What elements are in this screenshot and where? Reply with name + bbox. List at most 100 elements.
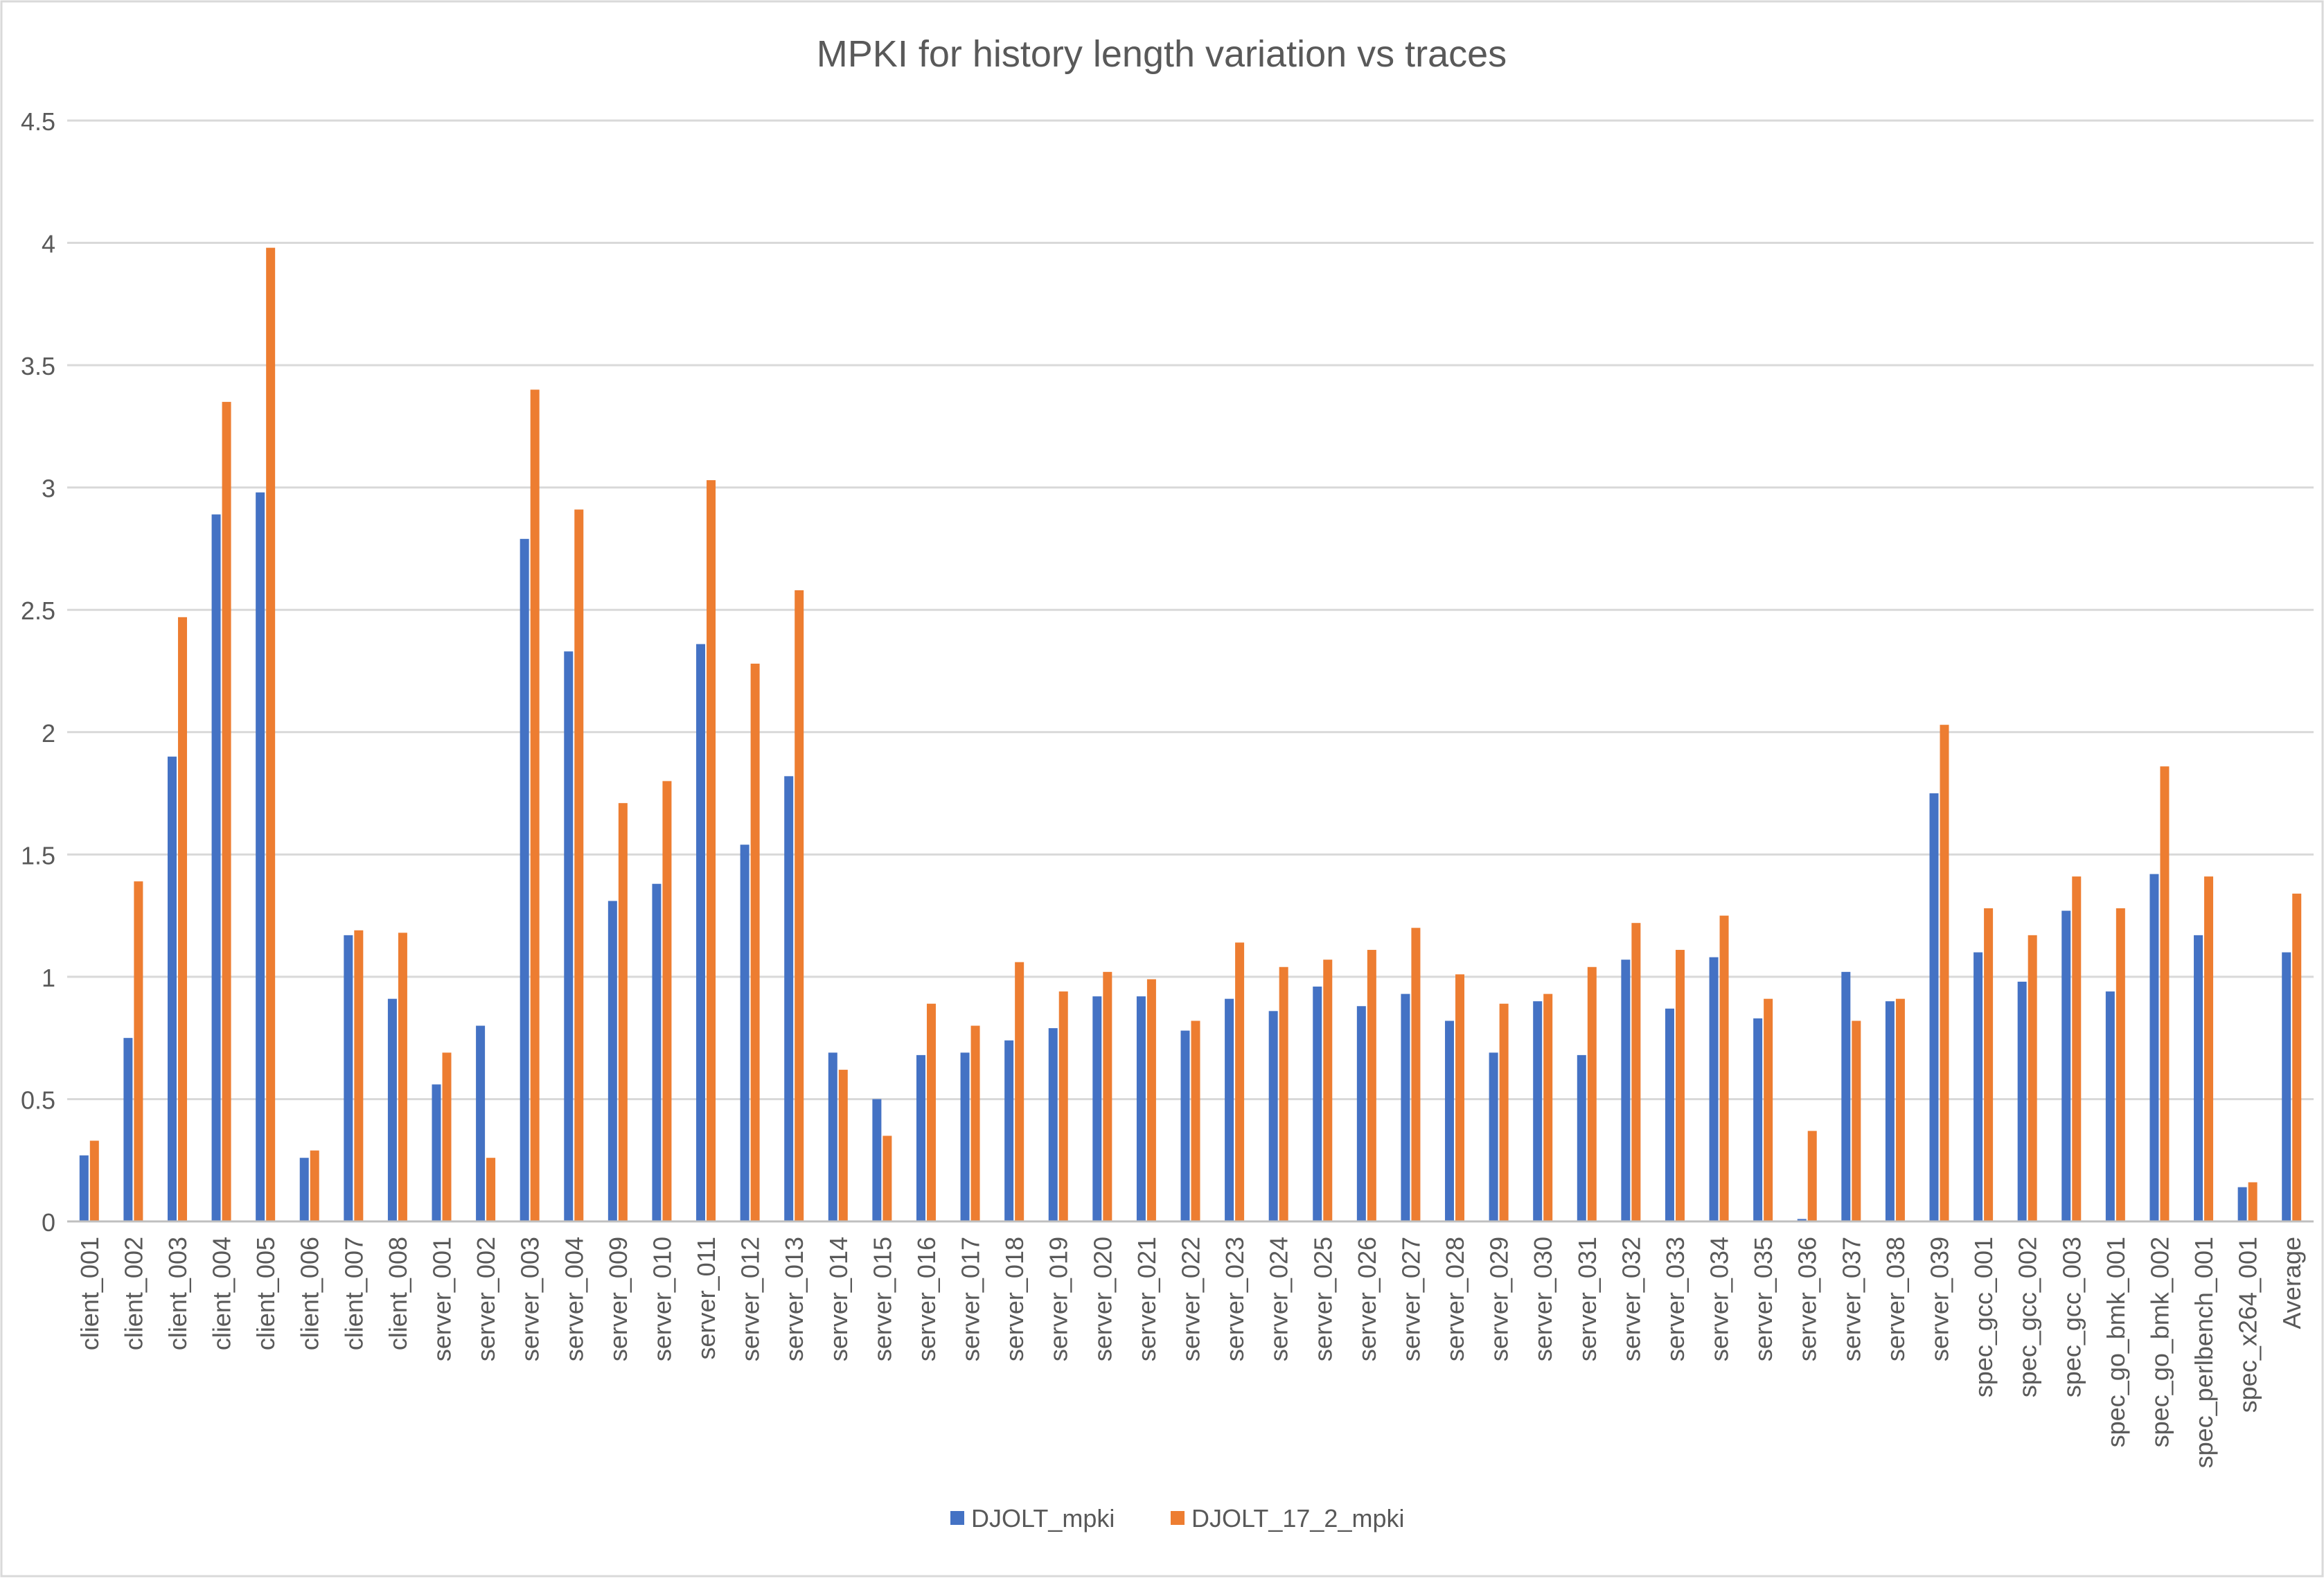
x-tick-label: server_002: [472, 1237, 500, 1361]
bar-DJOLT_17_2_mpki-server_026: [1367, 950, 1376, 1221]
bar-DJOLT_mpki-client_008: [387, 998, 397, 1221]
x-tick-label: server_003: [516, 1237, 544, 1361]
x-tick-label: server_019: [1045, 1237, 1073, 1361]
bar-DJOLT_mpki-spec_go_bmk_001: [2105, 991, 2115, 1221]
x-tick-label: spec_x264_001: [2234, 1237, 2262, 1413]
bar-DJOLT_17_2_mpki-client_002: [134, 881, 143, 1221]
bar-DJOLT_mpki-server_016: [916, 1054, 925, 1221]
bar-DJOLT_mpki-server_017: [960, 1052, 970, 1221]
bar-DJOLT_17_2_mpki-server_025: [1323, 960, 1333, 1221]
x-tick-label: server_038: [1881, 1237, 1910, 1361]
bar-DJOLT_mpki-server_027: [1401, 993, 1410, 1221]
bar-DJOLT_mpki-spec_x264_001: [2237, 1187, 2247, 1221]
x-tick-label: server_029: [1485, 1237, 1514, 1361]
bar-DJOLT_mpki-server_029: [1489, 1052, 1498, 1221]
x-tick-label: server_015: [868, 1237, 896, 1361]
bar-DJOLT_mpki-server_030: [1533, 1001, 1543, 1221]
x-tick-label: client_001: [76, 1237, 104, 1350]
y-tick-label: 3: [42, 475, 55, 503]
x-tick-label: client_008: [384, 1237, 412, 1350]
bar-DJOLT_17_2_mpki-server_012: [750, 663, 760, 1221]
x-tick-label: server_011: [692, 1237, 720, 1359]
bar-DJOLT_mpki-server_011: [696, 644, 706, 1221]
x-tick-label: server_009: [604, 1237, 632, 1361]
bar-DJOLT_mpki-server_039: [1929, 793, 1939, 1221]
bar-DJOLT_17_2_mpki-server_035: [1764, 998, 1773, 1221]
x-tick-label: client_005: [251, 1237, 280, 1350]
bar-DJOLT_17_2_mpki-server_024: [1279, 966, 1288, 1221]
bar-DJOLT_mpki-server_032: [1621, 960, 1631, 1221]
bar-DJOLT_mpki-server_022: [1180, 1030, 1190, 1221]
y-tick-label: 0: [42, 1208, 55, 1237]
bars: [79, 247, 2302, 1222]
x-tick-label: server_020: [1088, 1237, 1117, 1361]
bar-DJOLT_mpki-spec_go_bmk_002: [2149, 874, 2159, 1221]
x-tick-label: server_001: [428, 1237, 456, 1361]
legend-swatch: [950, 1511, 964, 1525]
bar-DJOLT_17_2_mpki-server_013: [795, 590, 804, 1221]
bar-DJOLT_17_2_mpki-server_021: [1146, 979, 1156, 1221]
bar-DJOLT_mpki-server_025: [1313, 987, 1322, 1221]
x-tick-label: server_021: [1133, 1237, 1161, 1361]
x-tick-label: server_032: [1617, 1237, 1645, 1361]
bar-DJOLT_17_2_mpki-server_011: [707, 480, 716, 1222]
bar-DJOLT_mpki-server_018: [1004, 1040, 1014, 1221]
bar-DJOLT_mpki-server_014: [828, 1052, 837, 1221]
bar-DJOLT_17_2_mpki-server_031: [1587, 966, 1597, 1221]
bar-DJOLT_17_2_mpki-server_001: [442, 1052, 452, 1221]
bar-DJOLT_17_2_mpki-client_001: [89, 1140, 99, 1221]
bar-DJOLT_mpki-server_036: [1797, 1219, 1807, 1221]
bar-DJOLT_17_2_mpki-server_037: [1852, 1021, 1861, 1221]
bar-DJOLT_17_2_mpki-server_034: [1719, 915, 1729, 1221]
bar-DJOLT_mpki-client_007: [344, 935, 353, 1221]
bar-DJOLT_17_2_mpki-spec_go_bmk_002: [2160, 766, 2170, 1221]
bar-DJOLT_mpki-server_004: [564, 651, 574, 1221]
legend-swatch: [1171, 1511, 1185, 1525]
bar-DJOLT_17_2_mpki-server_015: [882, 1136, 892, 1221]
bar-DJOLT_mpki-server_020: [1092, 996, 1102, 1221]
x-tick-label: server_033: [1661, 1237, 1689, 1361]
bar-DJOLT_17_2_mpki-client_008: [398, 933, 407, 1221]
bar-DJOLT_mpki-server_010: [652, 883, 662, 1221]
bar-DJOLT_17_2_mpki-server_036: [1807, 1131, 1817, 1221]
bar-DJOLT_17_2_mpki-server_018: [1015, 962, 1024, 1221]
bar-DJOLT_17_2_mpki-server_022: [1191, 1021, 1200, 1221]
x-tick-label: client_006: [296, 1237, 324, 1350]
bar-DJOLT_17_2_mpki-server_038: [1895, 998, 1905, 1221]
bar-DJOLT_17_2_mpki-spec_gcc_002: [2028, 935, 2037, 1221]
x-tick-label: server_028: [1441, 1237, 1469, 1361]
bar-DJOLT_17_2_mpki-spec_perlbench_001: [2204, 876, 2214, 1221]
y-tick-label: 2: [42, 719, 55, 748]
bar-DJOLT_mpki-server_003: [520, 538, 529, 1221]
legend: DJOLT_mpki DJOLT_17_2_mpki: [950, 1504, 1404, 1533]
y-tick-label: 1: [42, 964, 55, 992]
bar-DJOLT_mpki-client_006: [299, 1158, 309, 1221]
bar-DJOLT_17_2_mpki-server_033: [1675, 950, 1685, 1221]
x-tick-label: server_030: [1529, 1237, 1557, 1361]
bar-DJOLT_17_2_mpki-server_032: [1631, 923, 1641, 1221]
x-tick-label: server_025: [1309, 1237, 1337, 1361]
bar-DJOLT_17_2_mpki-spec_go_bmk_001: [2115, 908, 2125, 1221]
bar-DJOLT_17_2_mpki-client_005: [266, 247, 276, 1221]
bar-DJOLT_mpki-server_013: [784, 776, 794, 1221]
bar-DJOLT_17_2_mpki-server_003: [530, 389, 540, 1221]
bar-DJOLT_mpki-spec_perlbench_001: [2194, 935, 2203, 1221]
bar-DJOLT_17_2_mpki-client_003: [177, 617, 187, 1221]
bar-DJOLT_mpki-server_037: [1841, 971, 1851, 1221]
bar-DJOLT_mpki-server_012: [740, 845, 749, 1221]
bar-DJOLT_mpki-server_023: [1225, 998, 1234, 1221]
y-tick-label: 2.5: [21, 597, 55, 625]
x-tick-label: client_007: [339, 1237, 368, 1350]
bar-DJOLT_17_2_mpki-server_023: [1235, 942, 1245, 1221]
bar-DJOLT_17_2_mpki-spec_gcc_003: [2072, 876, 2082, 1221]
bar-DJOLT_mpki-server_024: [1268, 1011, 1278, 1221]
x-tick-label: server_037: [1837, 1237, 1865, 1361]
chart-title: MPKI for history length variation vs tra…: [817, 33, 1507, 75]
x-tick-label: spec_gcc_001: [1969, 1237, 1998, 1397]
x-tick-label: server_012: [736, 1237, 765, 1361]
bar-DJOLT_mpki-server_038: [1885, 1001, 1895, 1221]
bar-DJOLT_17_2_mpki-server_029: [1499, 1003, 1509, 1221]
bar-DJOLT_mpki-server_026: [1356, 1006, 1366, 1221]
y-axis-tick-labels: 0 0.5 1 1.5 2 2.5 3 3.5 4 4.5: [21, 107, 55, 1237]
